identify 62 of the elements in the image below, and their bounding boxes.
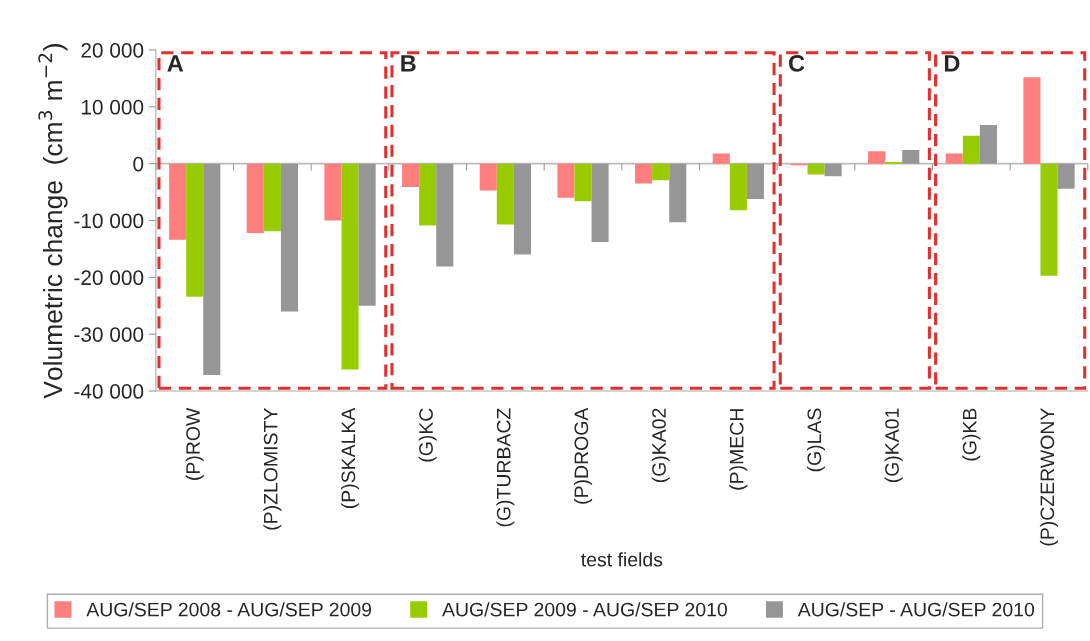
x-tick-label: (P)ZLOMISTY bbox=[263, 408, 282, 530]
bar bbox=[263, 163, 281, 232]
bar bbox=[341, 163, 359, 370]
bar bbox=[729, 163, 747, 211]
bar bbox=[669, 163, 687, 223]
x-tick-label: (P)DROGA bbox=[573, 407, 593, 504]
x-tick-label: (G)LAS bbox=[806, 408, 826, 472]
annotation: A bbox=[167, 55, 184, 72]
bar bbox=[1040, 163, 1058, 276]
bar bbox=[591, 163, 609, 243]
x-tick-label: (P)MECH bbox=[729, 409, 748, 490]
bar bbox=[419, 163, 437, 226]
y-tick-label: 20 000 bbox=[81, 43, 144, 58]
bar bbox=[712, 153, 730, 164]
bar bbox=[574, 163, 592, 202]
y-tick-label: -40 000 bbox=[74, 384, 144, 399]
bar bbox=[203, 163, 221, 376]
bar bbox=[436, 163, 454, 267]
bar bbox=[902, 150, 920, 164]
bar bbox=[746, 163, 764, 199]
legend-label: AUG/SEP 2008 - AUG/SEP 2009 bbox=[86, 602, 372, 617]
x-tick-label: (G)TURBACZ bbox=[496, 408, 515, 527]
bar bbox=[557, 163, 575, 198]
bar bbox=[324, 163, 342, 221]
bar bbox=[280, 163, 298, 312]
x-tick-label: (G)KA01 bbox=[884, 408, 903, 483]
bar bbox=[246, 163, 264, 234]
x-tick-label: (G)KA02 bbox=[651, 408, 670, 483]
bar bbox=[1023, 77, 1041, 164]
bar bbox=[979, 125, 997, 164]
y-tick-label: -10 000 bbox=[74, 213, 144, 229]
x-tick-label: (P)SKALKA bbox=[340, 407, 360, 509]
bar bbox=[652, 163, 670, 181]
bar bbox=[868, 151, 886, 164]
legend-label: AUG/SEP - AUG/SEP 2010 bbox=[797, 602, 1035, 617]
bar bbox=[945, 153, 963, 164]
bar bbox=[824, 163, 842, 177]
x-tick-label: (G)KB bbox=[962, 408, 981, 461]
bar bbox=[962, 135, 980, 164]
bar bbox=[807, 163, 825, 175]
x-axis-title: test fields bbox=[581, 552, 663, 567]
bar bbox=[496, 163, 514, 225]
bar bbox=[513, 163, 531, 255]
y-axis-title: Volumetric change (cm$^{3}$ m$^{−2}$) bbox=[38, 44, 68, 399]
y-tick-label: -20 000 bbox=[74, 270, 144, 286]
annotation: C bbox=[789, 54, 805, 72]
y-tick-label: 0 bbox=[133, 156, 144, 172]
annotation: D bbox=[944, 55, 960, 72]
bar bbox=[402, 163, 420, 187]
x-tick-label: (P)ROW bbox=[185, 407, 204, 480]
y-tick-label: 10 000 bbox=[81, 99, 144, 115]
bar bbox=[635, 163, 653, 184]
bar bbox=[358, 163, 376, 306]
x-tick-label: (G)KC bbox=[418, 408, 437, 462]
bar bbox=[186, 163, 204, 297]
bar bbox=[169, 163, 187, 240]
x-tick-label: (P)CZERWONY bbox=[1039, 408, 1059, 546]
bar bbox=[1057, 163, 1075, 189]
bar bbox=[479, 163, 497, 191]
y-tick-label: -30 000 bbox=[74, 327, 144, 342]
annotation: B bbox=[401, 55, 416, 72]
legend-label: AUG/SEP 2009 - AUG/SEP 2010 bbox=[442, 602, 727, 617]
